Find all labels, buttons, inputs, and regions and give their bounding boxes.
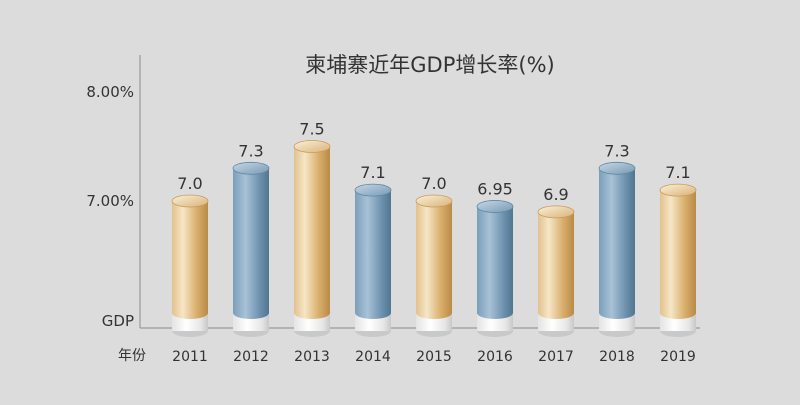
bar-bottom-curve [416, 307, 452, 319]
x-tick-label-2013: 2013 [294, 349, 330, 365]
bar-bottom-curve [233, 307, 269, 319]
value-label-2014: 7.1 [360, 163, 385, 182]
x-axis-label: 年份 [118, 348, 146, 364]
bar-top-cap [659, 183, 697, 197]
bar-top-cap [598, 161, 636, 175]
value-label-2013: 7.5 [299, 120, 324, 139]
bar-top-cap [415, 194, 453, 208]
bar-2017 [538, 211, 574, 313]
bar-top-cap [537, 205, 575, 219]
bar-2012 [233, 168, 269, 313]
bar-2011 [172, 201, 208, 313]
y-axis-label: GDP [102, 312, 134, 330]
bar-top-cap [171, 194, 209, 208]
bar-top-cap [293, 140, 331, 153]
bar-bottom-curve [294, 307, 330, 319]
value-label-2012: 7.3 [238, 141, 263, 160]
bar-2019 [660, 190, 696, 313]
value-label-2018: 7.3 [604, 141, 629, 160]
x-tick-label-2018: 2018 [599, 349, 635, 365]
bar-2014 [355, 190, 391, 313]
chart-title: 柬埔寨近年GDP增长率(%) [305, 53, 554, 77]
bar-2016 [477, 206, 513, 313]
bar-2013 [294, 146, 330, 313]
x-tick-label-2014: 2014 [355, 349, 391, 365]
y-tick-label-8: 8.00% [86, 83, 134, 101]
x-tick-label-2017: 2017 [538, 349, 574, 365]
bar-bottom-curve [660, 307, 696, 319]
bar-bottom-curve [477, 307, 513, 319]
x-tick-label-2011: 2011 [172, 349, 208, 365]
bar-bottom-curve [599, 307, 635, 319]
x-tick-label-2019: 2019 [660, 349, 696, 365]
value-label-2017: 6.9 [543, 185, 568, 204]
value-label-2015: 7.0 [421, 174, 446, 193]
x-tick-label-2012: 2012 [233, 349, 269, 365]
bar-2018 [599, 168, 635, 313]
bar-bottom-curve [538, 307, 574, 319]
value-label-2016: 6.95 [477, 179, 513, 198]
bar-2015 [416, 201, 452, 313]
bars-group: 7.0 2011 7.3 2012 7.5 2013 7.1 2014 7.0 2015 6.95 2… [171, 120, 697, 365]
value-label-2019: 7.1 [665, 163, 690, 182]
bar-bottom-curve [172, 307, 208, 319]
value-label-2011: 7.0 [177, 174, 202, 193]
bar-bottom-curve [355, 307, 391, 319]
bar-top-cap [476, 200, 514, 213]
bar-top-cap [232, 161, 270, 175]
x-tick-label-2015: 2015 [416, 349, 452, 365]
x-tick-label-2016: 2016 [477, 349, 513, 365]
y-tick-label-7: 7.00% [86, 192, 134, 210]
bar-top-cap [354, 183, 392, 197]
